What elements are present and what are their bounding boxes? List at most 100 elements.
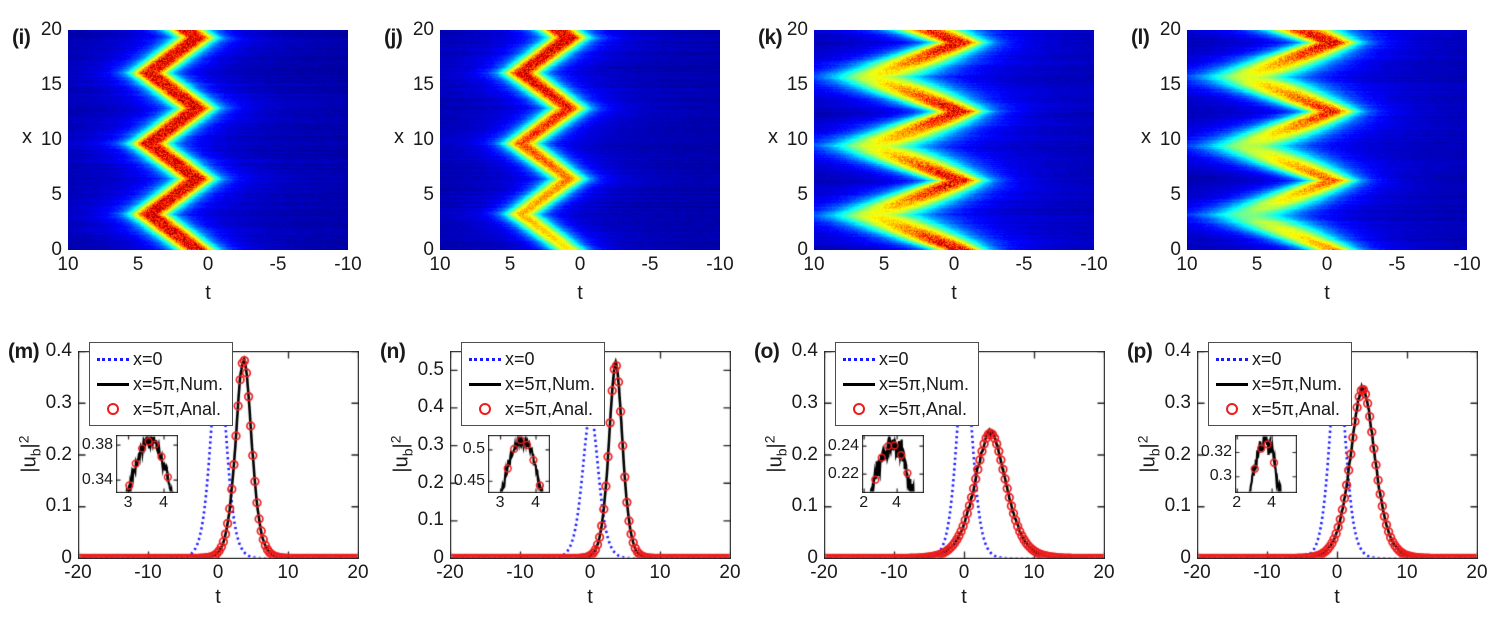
x-tick-label: -10 — [134, 562, 162, 583]
y-tick-label: 0.4 — [791, 340, 818, 361]
y-tick-label: 0 — [807, 547, 818, 568]
x-tick-label: 10 — [1176, 254, 1198, 275]
y-tick-label: 0.4 — [1164, 340, 1191, 361]
y-tick-label: 0 — [423, 239, 434, 260]
legend-item: x=0 — [468, 347, 595, 371]
y-tick-label: 0.4 — [45, 340, 72, 361]
y-tick-label: 10 — [1159, 129, 1181, 150]
legend-item: x=5π,Num. — [1215, 372, 1342, 396]
x-tick-label: -10 — [706, 254, 734, 275]
x-tick-label: 20 — [719, 562, 741, 583]
y-tick-label: 5 — [797, 184, 808, 205]
y-tick-label: 0.1 — [45, 495, 72, 517]
inset-x-tick-label: 3 — [495, 494, 505, 511]
inset-y-tick-label: 0.5 — [462, 440, 485, 458]
heatmap-panel-j: (j) x t 10 5 0 -5 -10 0 5 10 15 20 — [372, 0, 746, 324]
x-tick-label: 20 — [347, 562, 369, 583]
legend-item: x=5π,Anal. — [842, 397, 969, 421]
y-axis-label: x — [22, 126, 32, 148]
x-tick-label: 10 — [277, 562, 299, 583]
circle-marker-sample — [96, 403, 130, 415]
panel-label: (n) — [380, 340, 406, 363]
inset-y-tick-label: 0.45 — [453, 471, 485, 489]
legend-item: x=5π,Anal. — [96, 397, 223, 421]
y-tick-label: 0.3 — [791, 391, 818, 413]
y-tick-label: 0.4 — [417, 396, 444, 418]
legend-item: x=5π,Num. — [842, 372, 969, 396]
y-tick-label: 0.3 — [45, 391, 72, 413]
inset-y-tick-label: 0.38 — [81, 435, 113, 453]
y-tick-label: 0 — [797, 239, 808, 260]
x-tick-label: 10 — [429, 254, 451, 275]
heatmap-canvas — [440, 30, 720, 250]
circle-marker-sample — [468, 403, 502, 415]
legend: x=0 x=5π,Num. x=5π,Anal. — [89, 342, 233, 426]
x-tick-label: -5 — [1015, 254, 1033, 275]
x-tick-label: 10 — [1396, 562, 1418, 583]
inset-canvas — [1235, 435, 1297, 493]
inset-y-ticks: 0.34 0.38 — [63, 435, 113, 493]
x-tick-label: 5 — [504, 254, 516, 275]
x-tick-label: 10 — [57, 254, 79, 275]
x-axis-label: t — [205, 282, 211, 304]
y-axis-label: x — [394, 126, 404, 148]
panel-label: (o) — [754, 340, 780, 363]
dotted-line-sample — [468, 357, 502, 361]
legend-item: x=5π,Num. — [468, 372, 595, 396]
inset-y-tick-label: 0.34 — [81, 470, 113, 488]
y-tick-label: 0.1 — [1164, 495, 1191, 517]
x-tick-label: -20 — [810, 562, 838, 583]
y-tick-label: 10 — [786, 129, 808, 150]
x-tick-label: -5 — [269, 254, 287, 275]
legend-item: x=5π,Anal. — [1215, 397, 1342, 421]
y-tick-label: 0.2 — [417, 471, 444, 493]
solid-line-sample — [1215, 382, 1249, 386]
x-tick-label: -10 — [1253, 562, 1281, 583]
inset-y-ticks: 0.22 0.24 — [809, 435, 859, 493]
y-tick-label: 0.2 — [791, 443, 818, 465]
x-axis-label: t — [215, 586, 221, 608]
inset-x-tick-label: 2 — [1232, 494, 1242, 511]
x-tick-label: 10 — [1023, 562, 1045, 583]
inset-zoom-plot: 0.3 0.32 2 4 — [1201, 435, 1297, 511]
y-tick-label: 5 — [51, 184, 62, 205]
heatmap-canvas — [814, 30, 1094, 250]
inset-y-tick-label: 0.3 — [1209, 467, 1232, 485]
y-tick-label: 15 — [40, 74, 62, 95]
y-tick-label: 0 — [1170, 239, 1181, 260]
x-tick-label: -20 — [1183, 562, 1211, 583]
line-panel-n: (n) |ub|2 x=0 x=5π,Num. x=5π,Anal. 0.45 0… — [372, 330, 746, 620]
x-tick-label: -10 — [334, 254, 362, 275]
x-tick-label: 0 — [574, 254, 586, 275]
inset-x-tick-label: 2 — [859, 494, 869, 511]
legend: x=0 x=5π,Num. x=5π,Anal. — [1208, 342, 1352, 426]
x-tick-label: -10 — [1453, 254, 1481, 275]
solid-line-sample — [842, 382, 876, 386]
x-tick-label: 0 — [1331, 562, 1343, 583]
x-tick-label: 0 — [212, 562, 224, 583]
y-axis-label: x — [1141, 126, 1151, 148]
x-tick-label: 10 — [649, 562, 671, 583]
dotted-line-sample — [1215, 357, 1249, 361]
solid-line-sample — [468, 382, 502, 386]
dotted-line-sample — [842, 357, 876, 361]
line-panel-o: (o) |ub|2 x=0 x=5π,Num. x=5π,Anal. 0.22 0… — [746, 330, 1120, 620]
panel-label: (i) — [12, 26, 31, 49]
x-tick-label: 5 — [132, 254, 144, 275]
y-tick-label: 20 — [40, 19, 62, 40]
x-tick-label: -20 — [436, 562, 464, 583]
y-tick-label: 20 — [786, 19, 808, 40]
y-axis-label: x — [768, 126, 778, 148]
solid-line-sample — [96, 382, 130, 386]
x-axis-label: t — [1324, 282, 1330, 304]
inset-zoom-plot: 0.34 0.38 3 4 — [82, 435, 178, 511]
inset-canvas — [116, 435, 178, 493]
y-tick-label: 0.1 — [791, 495, 818, 517]
inset-y-ticks: 0.45 0.5 — [435, 435, 485, 493]
legend-item: x=0 — [842, 347, 969, 371]
inset-y-ticks: 0.3 0.32 — [1182, 435, 1232, 493]
y-tick-label: 5 — [1170, 184, 1181, 205]
inset-y-tick-label: 0.32 — [1200, 442, 1232, 460]
y-tick-label: 0.5 — [417, 358, 444, 380]
